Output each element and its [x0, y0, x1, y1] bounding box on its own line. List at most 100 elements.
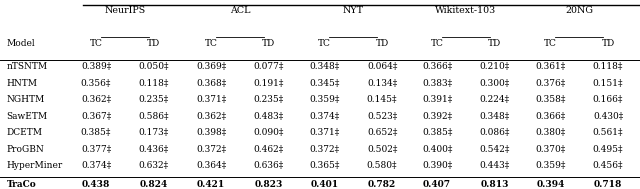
Text: 20NG: 20NG [565, 6, 593, 15]
Text: 0.372‡: 0.372‡ [196, 145, 227, 154]
Text: TD: TD [262, 39, 275, 48]
Text: 0.718: 0.718 [594, 180, 622, 189]
Text: 0.383‡: 0.383‡ [422, 79, 452, 88]
Text: 0.392‡: 0.392‡ [422, 112, 452, 121]
Text: Model: Model [6, 39, 35, 48]
Text: 0.823: 0.823 [255, 180, 283, 189]
Text: 0.443‡: 0.443‡ [479, 161, 510, 170]
Text: TC: TC [544, 39, 557, 48]
Text: 0.166‡: 0.166‡ [593, 95, 623, 104]
Text: 0.345‡: 0.345‡ [309, 79, 340, 88]
Text: DCETM: DCETM [6, 128, 42, 137]
Text: SawETM: SawETM [6, 112, 47, 121]
Text: 0.371‡: 0.371‡ [309, 128, 340, 137]
Text: 0.368‡: 0.368‡ [196, 79, 227, 88]
Text: 0.421: 0.421 [197, 180, 225, 189]
Text: 0.191‡: 0.191‡ [253, 79, 284, 88]
Text: 0.348‡: 0.348‡ [479, 112, 510, 121]
Text: 0.348‡: 0.348‡ [309, 62, 340, 71]
Text: 0.398‡: 0.398‡ [196, 128, 227, 137]
Text: TD: TD [602, 39, 614, 48]
Text: 0.523‡: 0.523‡ [367, 112, 397, 121]
Text: 0.456‡: 0.456‡ [593, 161, 623, 170]
Text: 0.374‡: 0.374‡ [309, 112, 340, 121]
Text: HNTM: HNTM [6, 79, 37, 88]
Text: nTSNTM: nTSNTM [6, 62, 47, 71]
Text: TD: TD [376, 39, 388, 48]
Text: 0.385‡: 0.385‡ [422, 128, 452, 137]
Text: 0.356‡: 0.356‡ [81, 79, 111, 88]
Text: 0.369‡: 0.369‡ [196, 62, 227, 71]
Text: 0.377‡: 0.377‡ [81, 145, 111, 154]
Text: 0.050‡: 0.050‡ [138, 62, 169, 71]
Text: 0.064‡: 0.064‡ [367, 62, 397, 71]
Text: 0.366‡: 0.366‡ [535, 112, 566, 121]
Text: 0.151‡: 0.151‡ [593, 79, 623, 88]
Text: 0.632‡: 0.632‡ [138, 161, 169, 170]
Text: 0.145‡: 0.145‡ [367, 95, 397, 104]
Text: 0.385‡: 0.385‡ [81, 128, 111, 137]
Text: 0.483‡: 0.483‡ [253, 112, 284, 121]
Text: TD: TD [488, 39, 501, 48]
Text: 0.134‡: 0.134‡ [367, 79, 397, 88]
Text: 0.391‡: 0.391‡ [422, 95, 452, 104]
Text: ACL: ACL [230, 6, 250, 15]
Text: 0.361‡: 0.361‡ [535, 62, 566, 71]
Text: 0.580‡: 0.580‡ [367, 161, 397, 170]
Text: NYT: NYT [343, 6, 364, 15]
Text: 0.359‡: 0.359‡ [309, 95, 340, 104]
Text: 0.362‡: 0.362‡ [196, 112, 227, 121]
Text: 0.586‡: 0.586‡ [138, 112, 169, 121]
Text: 0.380‡: 0.380‡ [535, 128, 566, 137]
Text: 0.652‡: 0.652‡ [367, 128, 397, 137]
Text: 0.367‡: 0.367‡ [81, 112, 111, 121]
Text: 0.224‡: 0.224‡ [479, 95, 510, 104]
Text: Wikitext-103: Wikitext-103 [435, 6, 497, 15]
Text: 0.077‡: 0.077‡ [253, 62, 284, 71]
Text: TC: TC [431, 39, 444, 48]
Text: 0.436‡: 0.436‡ [138, 145, 169, 154]
Text: 0.561‡: 0.561‡ [593, 128, 623, 137]
Text: 0.400‡: 0.400‡ [422, 145, 452, 154]
Text: 0.636‡: 0.636‡ [253, 161, 284, 170]
Text: 0.394: 0.394 [536, 180, 564, 189]
Text: 0.430‡: 0.430‡ [593, 112, 623, 121]
Text: 0.370‡: 0.370‡ [535, 145, 566, 154]
Text: 0.359‡: 0.359‡ [535, 161, 566, 170]
Text: NeurIPS: NeurIPS [104, 6, 145, 15]
Text: 0.300‡: 0.300‡ [479, 79, 510, 88]
Text: 0.813: 0.813 [481, 180, 509, 189]
Text: TC: TC [205, 39, 218, 48]
Text: 0.376‡: 0.376‡ [535, 79, 566, 88]
Text: TC: TC [90, 39, 102, 48]
Text: 0.173‡: 0.173‡ [138, 128, 169, 137]
Text: 0.824: 0.824 [140, 180, 168, 189]
Text: 0.389‡: 0.389‡ [81, 62, 111, 71]
Text: 0.235‡: 0.235‡ [138, 95, 169, 104]
Text: 0.371‡: 0.371‡ [196, 95, 227, 104]
Text: TD: TD [147, 39, 160, 48]
Text: 0.365‡: 0.365‡ [309, 161, 340, 170]
Text: 0.362‡: 0.362‡ [81, 95, 111, 104]
Text: 0.090‡: 0.090‡ [253, 128, 284, 137]
Text: 0.438: 0.438 [82, 180, 110, 189]
Text: 0.358‡: 0.358‡ [535, 95, 566, 104]
Text: 0.118‡: 0.118‡ [593, 62, 623, 71]
Text: NGHTM: NGHTM [6, 95, 45, 104]
Text: 0.401: 0.401 [310, 180, 339, 189]
Text: 0.462‡: 0.462‡ [253, 145, 284, 154]
Text: 0.374‡: 0.374‡ [81, 161, 111, 170]
Text: 0.542‡: 0.542‡ [479, 145, 510, 154]
Text: 0.118‡: 0.118‡ [138, 79, 169, 88]
Text: ProGBN: ProGBN [6, 145, 44, 154]
Text: 0.372‡: 0.372‡ [309, 145, 340, 154]
Text: 0.495‡: 0.495‡ [593, 145, 623, 154]
Text: 0.407: 0.407 [423, 180, 451, 189]
Text: TC: TC [318, 39, 331, 48]
Text: TraCo: TraCo [6, 180, 36, 189]
Text: 0.782: 0.782 [368, 180, 396, 189]
Text: 0.086‡: 0.086‡ [479, 128, 510, 137]
Text: HyperMiner: HyperMiner [6, 161, 63, 170]
Text: 0.235‡: 0.235‡ [253, 95, 284, 104]
Text: 0.502‡: 0.502‡ [367, 145, 397, 154]
